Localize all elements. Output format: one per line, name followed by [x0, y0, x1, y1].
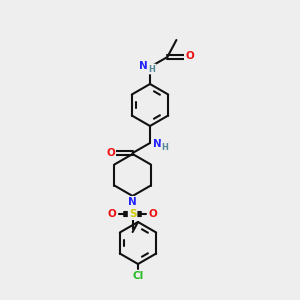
Text: N: N	[128, 197, 137, 207]
Text: N: N	[139, 61, 147, 71]
Text: O: O	[148, 209, 158, 219]
Text: Cl: Cl	[132, 271, 144, 281]
Text: S: S	[129, 209, 136, 219]
Text: O: O	[108, 209, 117, 219]
Text: N: N	[153, 139, 161, 149]
Text: O: O	[185, 51, 194, 61]
Text: H: H	[148, 64, 155, 74]
Text: O: O	[106, 148, 115, 158]
Text: H: H	[162, 142, 168, 152]
